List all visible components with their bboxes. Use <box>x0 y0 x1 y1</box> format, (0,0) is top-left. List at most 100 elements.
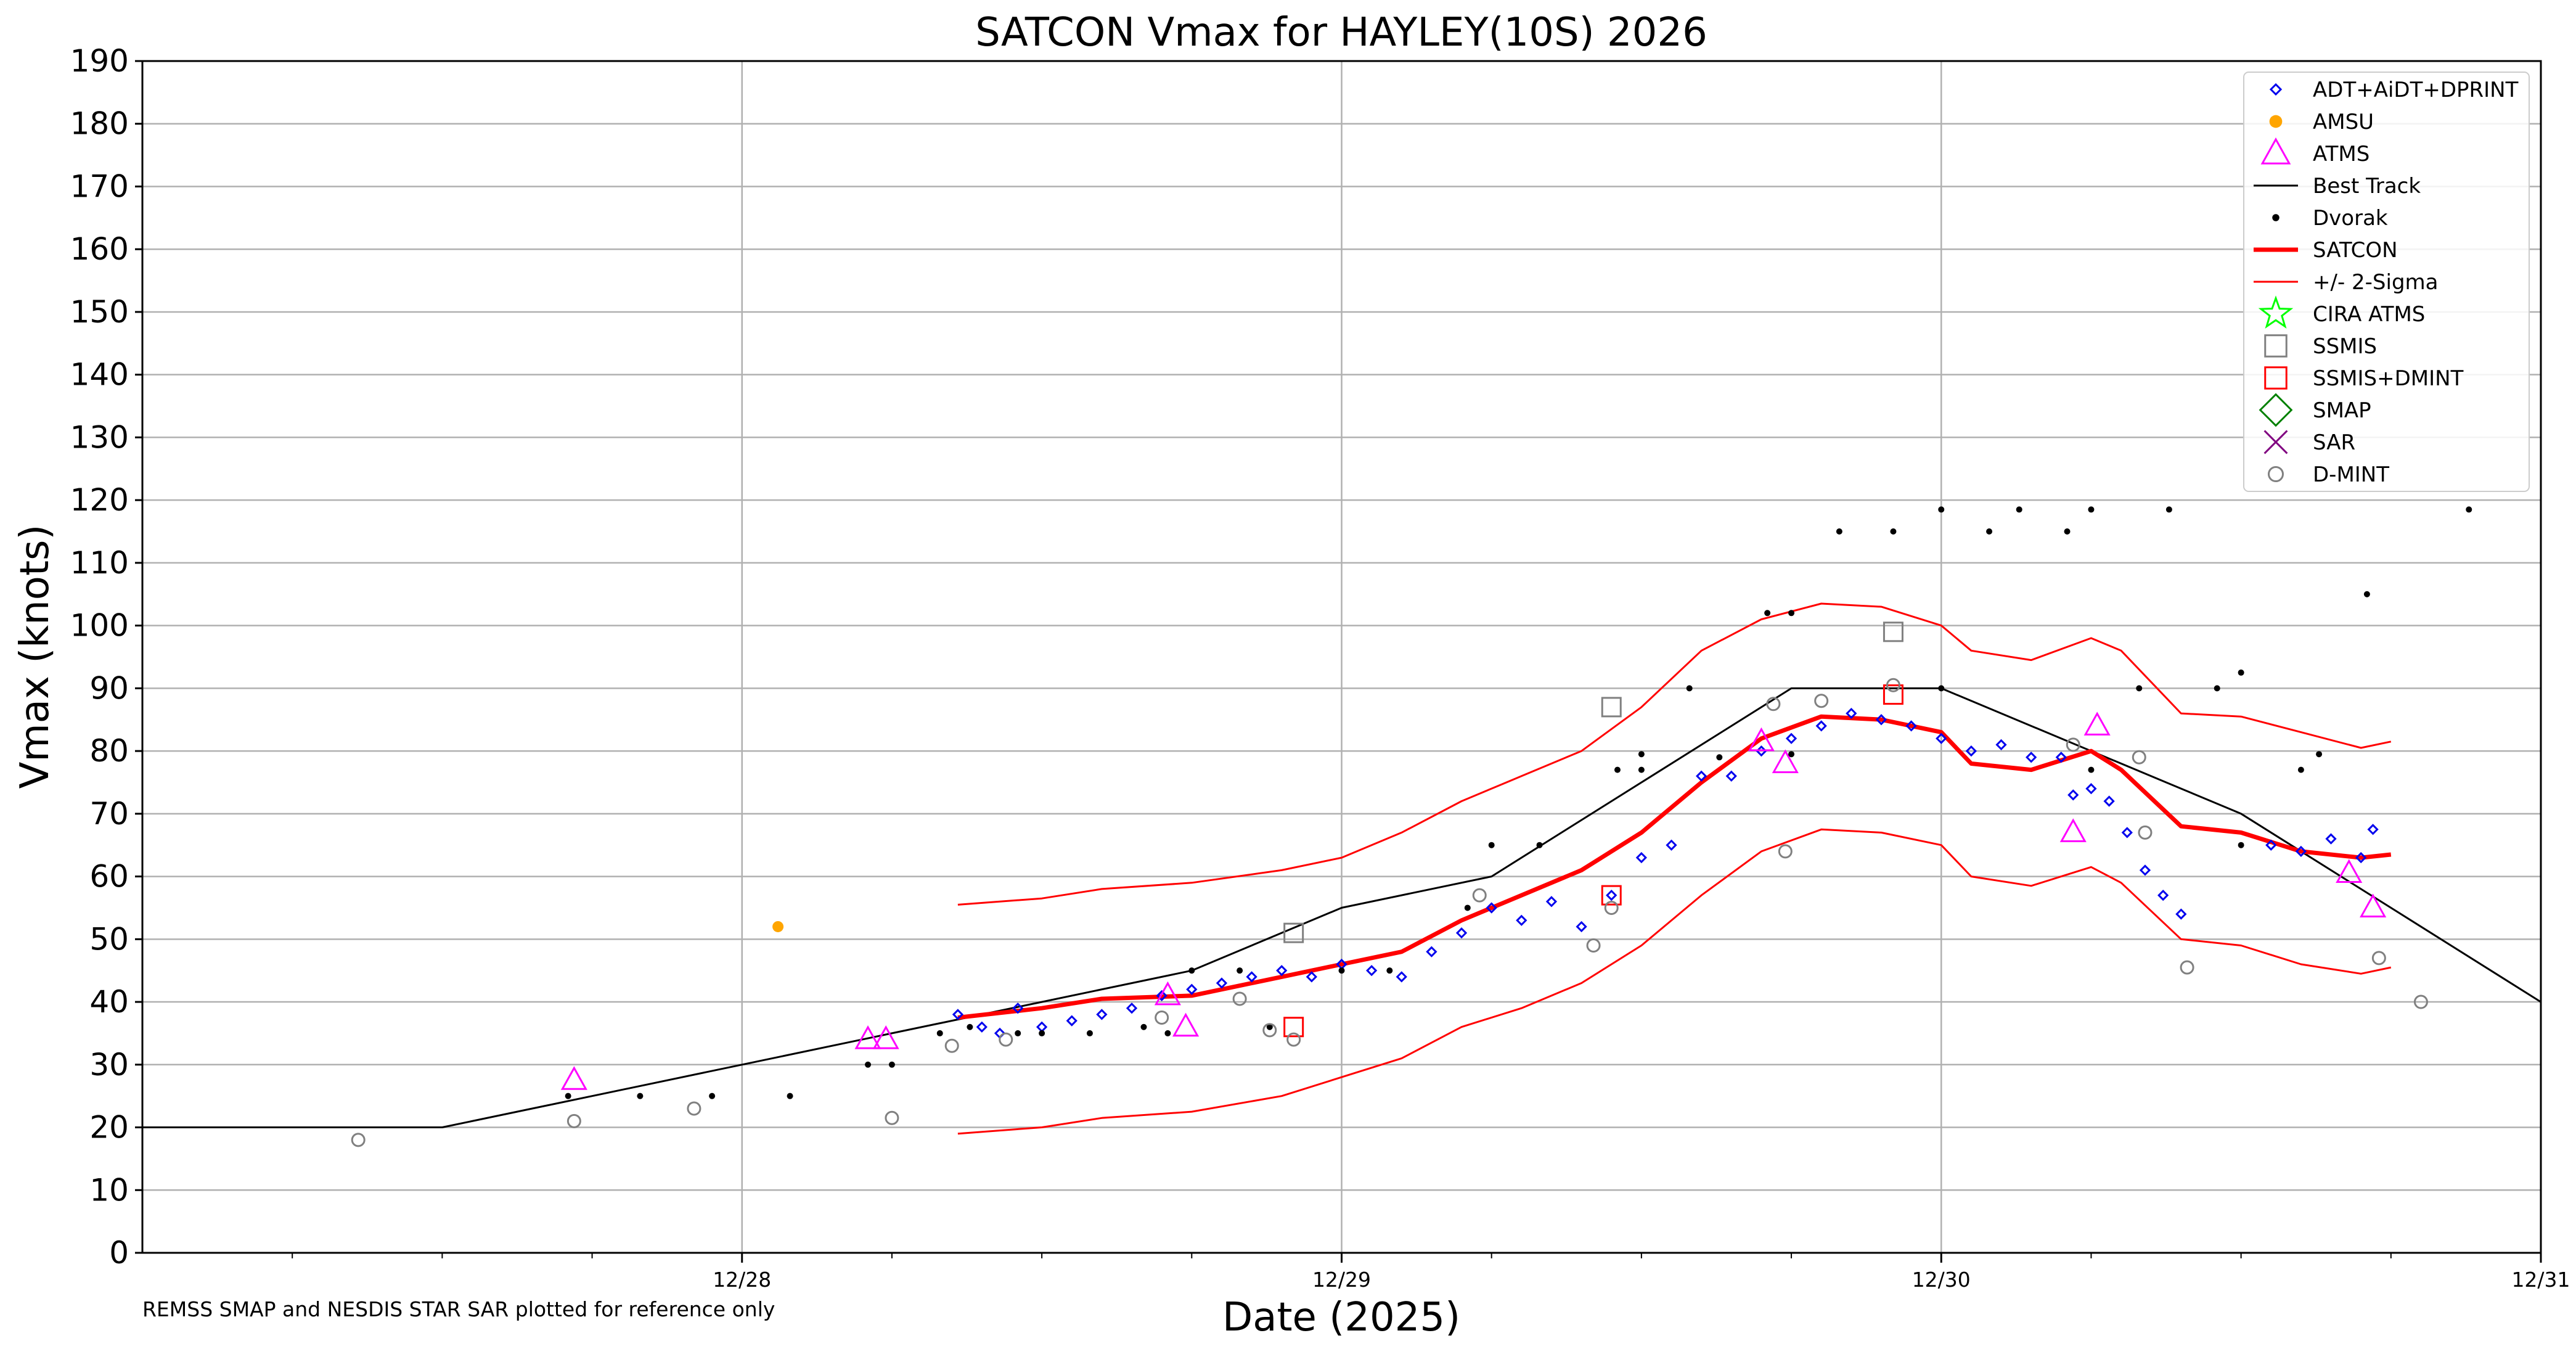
dvorak-point <box>1638 751 1645 758</box>
adt-aidt-dprint-point <box>1576 921 1587 933</box>
dvorak-point <box>1764 610 1771 617</box>
y-tick-label: 0 <box>109 1235 129 1271</box>
atms-point <box>1772 749 1799 773</box>
legend-best-track-label: Best Track <box>2313 174 2421 199</box>
adt-aidt-dprint-point <box>1156 990 1167 1002</box>
y-tick-label: 20 <box>89 1110 129 1146</box>
atms-point <box>1172 1012 1200 1037</box>
x-axis-label: Date (2025) <box>1222 1295 1460 1340</box>
adt-aidt-dprint-point <box>2055 752 2067 763</box>
d-mint-point <box>2371 951 2386 966</box>
dvorak-point <box>2238 669 2244 676</box>
atms-point <box>2083 711 2111 736</box>
d-mint-point <box>885 1110 899 1125</box>
d-mint-point <box>566 1113 581 1128</box>
x-tick-label: 12/30 <box>1912 1268 1971 1292</box>
adt-aidt-dprint-point <box>2367 824 2379 835</box>
d-mint-point <box>1778 844 1793 859</box>
dvorak-point <box>2136 685 2143 692</box>
atms-point <box>1154 981 1181 1006</box>
2-sigma-line <box>957 602 2392 906</box>
adt-aidt-dprint-point <box>1666 839 1677 851</box>
adt-aidt-dprint-point <box>1696 770 1707 782</box>
satcon-line <box>957 714 2392 1020</box>
y-tick-label: 170 <box>70 168 129 204</box>
adt-aidt-dprint-point <box>1965 745 1977 757</box>
legend-sar-swatch <box>2263 430 2288 454</box>
adt-aidt-dprint-point <box>1785 732 1797 744</box>
dvorak-point <box>1788 610 1795 617</box>
y-tick-label: 110 <box>70 545 129 581</box>
y-tick-label: 90 <box>89 670 129 706</box>
ssmis-point <box>1883 621 1903 642</box>
d-mint-point <box>999 1032 1013 1047</box>
dvorak-point <box>1386 967 1393 974</box>
adt-aidt-dprint-point <box>1516 914 1527 926</box>
d-mint-point <box>1262 1023 1277 1038</box>
adt-aidt-dprint-point <box>1366 965 1378 977</box>
dvorak-point <box>1015 1030 1021 1036</box>
legend-sar-label: SAR <box>2313 430 2355 455</box>
d-mint-point <box>944 1038 959 1053</box>
adt-aidt-dprint-point <box>1635 851 1647 864</box>
y-tick-label: 60 <box>89 859 129 895</box>
x-tick-label: 12/31 <box>2511 1268 2570 1292</box>
dvorak-point <box>2214 685 2220 692</box>
y-axis-label: Vmax (knots) <box>12 525 58 789</box>
adt-aidt-dprint-point <box>1186 983 1198 995</box>
dvorak-point <box>2088 506 2095 513</box>
dvorak-point <box>967 1023 973 1030</box>
adt-aidt-dprint-point <box>2355 851 2367 864</box>
legend-box <box>2243 72 2530 492</box>
adt-aidt-dprint-point <box>2103 795 2115 807</box>
y-tick-label: 10 <box>89 1172 129 1208</box>
adt-aidt-dprint-point <box>1875 714 1887 726</box>
legend-2-sigma-label: +/- 2-Sigma <box>2313 270 2439 295</box>
adt-aidt-dprint-point <box>2265 839 2277 851</box>
dvorak-point <box>1986 528 1993 535</box>
atms-point <box>560 1066 587 1090</box>
dvorak-point <box>1039 1030 1045 1036</box>
x-tick-label: 12/28 <box>713 1268 771 1292</box>
d-mint-point <box>2413 994 2428 1009</box>
d-mint-point <box>2138 825 2153 840</box>
legend-dvorak-swatch <box>2272 214 2280 221</box>
dvorak-point <box>1890 528 1897 535</box>
d-mint-point <box>687 1101 701 1116</box>
adt-aidt-dprint-point <box>2067 789 2079 801</box>
footnote: REMSS SMAP and NESDIS STAR SAR plotted f… <box>142 1297 775 1321</box>
y-tick-label: 70 <box>89 796 129 832</box>
legend-cira-atms-label: CIRA ATMS <box>2313 302 2425 327</box>
dvorak-point <box>2316 751 2323 758</box>
atms-point <box>2059 818 2087 842</box>
dvorak-point <box>1338 967 1345 974</box>
adt-aidt-dprint-point <box>1396 971 1407 983</box>
y-tick-label: 120 <box>70 482 129 518</box>
y-tick-label: 30 <box>89 1047 129 1083</box>
adt-aidt-dprint-point <box>1606 889 1617 901</box>
dvorak-point <box>709 1093 716 1099</box>
y-tick-label: 80 <box>89 733 129 769</box>
adt-aidt-dprint-point <box>1216 977 1228 989</box>
dvorak-point <box>1638 766 1645 773</box>
adt-aidt-dprint-point <box>1126 1003 1138 1014</box>
dvorak-point <box>1716 754 1723 761</box>
legend-smap-label: SMAP <box>2313 398 2371 423</box>
dvorak-point <box>1536 842 1543 848</box>
adt-aidt-dprint-point <box>1246 971 1257 983</box>
adt-aidt-dprint-point <box>1012 1003 1024 1014</box>
grid <box>142 60 2542 1254</box>
adt-aidt-dprint-point <box>1426 946 1437 957</box>
ssmis-dmint-point <box>1601 885 1622 906</box>
dvorak-point <box>2088 766 2095 773</box>
dvorak-point <box>865 1061 872 1068</box>
legend-ssmis-dmint-swatch <box>2264 366 2288 390</box>
legend-d-mint-label: D-MINT <box>2313 462 2389 487</box>
x-tick-label: 12/29 <box>1312 1268 1371 1292</box>
y-tick-label: 160 <box>70 231 129 267</box>
legend-dvorak-label: Dvorak <box>2313 206 2388 231</box>
chart-title: SATCON Vmax for HAYLEY(10S) 2026 <box>975 10 1707 55</box>
dvorak-point <box>1488 842 1495 848</box>
dvorak-point <box>1614 766 1621 773</box>
